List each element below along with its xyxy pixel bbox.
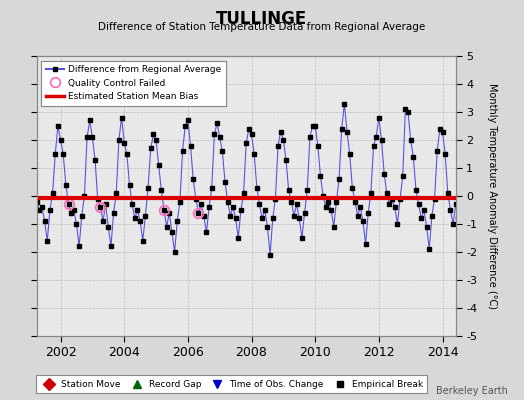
Text: Difference of Station Temperature Data from Regional Average: Difference of Station Temperature Data f…	[99, 22, 425, 32]
Text: Berkeley Earth: Berkeley Earth	[436, 386, 508, 396]
Legend: Station Move, Record Gap, Time of Obs. Change, Empirical Break: Station Move, Record Gap, Time of Obs. C…	[36, 376, 427, 394]
Legend: Difference from Regional Average, Quality Control Failed, Estimated Station Mean: Difference from Regional Average, Qualit…	[41, 60, 226, 106]
Y-axis label: Monthly Temperature Anomaly Difference (°C): Monthly Temperature Anomaly Difference (…	[487, 83, 497, 309]
Text: TULLINGE: TULLINGE	[216, 10, 308, 28]
